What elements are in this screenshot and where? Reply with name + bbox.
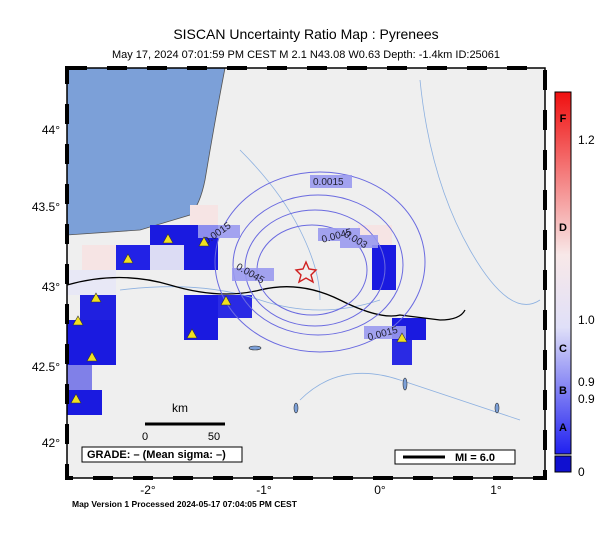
lon-label: 1° <box>490 483 502 497</box>
grade-box <box>81 446 243 463</box>
lat-label: 44° <box>42 123 60 137</box>
subtitle: May 17, 2024 07:01:59 PM CEST M 2.1 N43.… <box>112 49 500 61</box>
grade: GRADE: – (Mean sigma: –) <box>87 449 226 461</box>
scale-start: 0 <box>142 431 148 443</box>
mi-box <box>394 449 516 465</box>
map: 0.0015 0.0015 0.003 0.0045 0.0045 0.0015… <box>32 66 547 497</box>
lat-label: 42° <box>42 436 60 450</box>
lakes <box>248 345 500 414</box>
scale-bar: km 0 50 <box>142 401 225 443</box>
contour-label: 0.0015 <box>313 177 344 188</box>
rivers <box>119 79 541 421</box>
grade-letter: B <box>559 385 567 397</box>
frame-ticks <box>65 66 547 480</box>
title: SISCAN Uncertainty Ratio Map : Pyrenees <box>173 26 438 42</box>
cells <box>67 205 426 415</box>
lat-label: 43° <box>42 280 60 294</box>
border <box>66 276 466 321</box>
scale-end: 50 <box>208 431 220 443</box>
colorbar-tick: 1.2 <box>578 133 595 147</box>
lon-label: -1° <box>256 483 272 497</box>
stations <box>70 233 408 404</box>
contour-label-boxes <box>198 175 406 339</box>
colorbar: F 1.2 D 1.0 C B 0.9 0.9 A 0 <box>554 91 595 479</box>
grade-letter: D <box>559 222 567 234</box>
epicenter <box>294 260 318 284</box>
lat-label: 43.5° <box>32 200 60 214</box>
colorbar-tick: 0 <box>578 465 585 479</box>
mi-legend: MI = 6.0 <box>455 452 495 464</box>
colorbar-tick: 0.9 <box>578 375 595 389</box>
grade-letter: F <box>560 113 567 125</box>
colorbar-tick: 0.9 <box>578 392 595 406</box>
scale-unit: km <box>172 401 188 415</box>
lon-label: 0° <box>374 483 386 497</box>
footer: Map Version 1 Processed 2024-05-17 07:04… <box>72 499 298 509</box>
colorbar-tick: 1.0 <box>578 313 595 327</box>
lon-label: -2° <box>140 483 156 497</box>
grade-letter: C <box>559 343 567 355</box>
lat-label: 42.5° <box>32 360 60 374</box>
grade-letter: A <box>559 422 567 434</box>
